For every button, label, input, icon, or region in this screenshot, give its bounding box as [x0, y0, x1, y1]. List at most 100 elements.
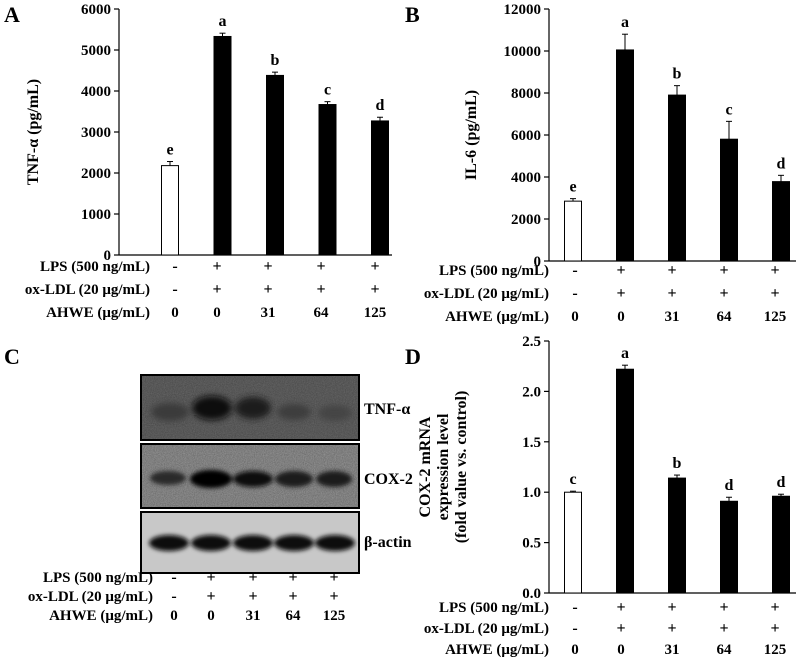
condition-value: +	[263, 281, 272, 298]
condition-value: +	[770, 262, 779, 279]
y-tick-label: 1.5	[522, 435, 541, 451]
condition-value: 0	[571, 309, 579, 325]
blot-band	[150, 471, 186, 485]
condition-value: 64	[717, 309, 733, 325]
condition-value: -	[171, 588, 176, 605]
blot-band	[191, 535, 231, 551]
panel-letter-c: C	[4, 344, 20, 369]
y-axis-label-line: (fold value vs. control)	[453, 391, 470, 544]
significance-letter: c	[324, 82, 331, 99]
condition-value: 0	[617, 309, 625, 325]
condition-value: 0	[617, 642, 625, 658]
condition-value: 0	[571, 642, 579, 658]
significance-letter: c	[569, 471, 576, 488]
blot-label-tnf-alpha: TNF-α	[364, 401, 410, 418]
condition-value: +	[770, 285, 779, 302]
condition-value: +	[316, 258, 325, 275]
condition-value: +	[370, 281, 379, 298]
blot-band	[233, 471, 273, 487]
y-tick-label: 6000	[511, 128, 541, 144]
bar	[318, 104, 337, 256]
condition-value: +	[206, 588, 215, 605]
condition-value: 31	[665, 309, 680, 325]
bar	[616, 49, 634, 262]
condition-value: 125	[764, 309, 787, 325]
significance-letter: a	[219, 13, 227, 30]
bar	[266, 74, 284, 256]
y-tick-label: 0	[104, 248, 112, 264]
blot-frame	[140, 443, 360, 509]
condition-value: +	[667, 285, 676, 302]
condition-value: +	[667, 620, 676, 637]
significance-letter: d	[376, 97, 385, 114]
condition-value: 0	[207, 608, 215, 624]
condition-value: +	[667, 262, 676, 279]
condition-row-label: LPS (500 ng/mL)	[40, 259, 150, 275]
bar	[720, 138, 738, 262]
condition-value: +	[616, 262, 625, 279]
condition-value: -	[572, 285, 577, 302]
chart-tnf-alpha: 0 1000 2000 3000 4000 5000 6000 TNF-α (pg/mL) e a…	[25, 2, 392, 264]
y-tick-label: 3000	[81, 125, 111, 141]
condition-value: 31	[665, 642, 680, 658]
condition-value: -	[172, 258, 177, 275]
significance-letter: d	[725, 477, 734, 494]
condition-value: +	[770, 599, 779, 616]
blot-band	[316, 471, 352, 487]
bar	[371, 120, 389, 256]
y-axis-label: COX-2 mRNAexpression level(fold value vs…	[417, 391, 470, 544]
blot-band	[235, 397, 271, 419]
condition-value: -	[172, 281, 177, 298]
bar	[668, 94, 686, 262]
significance-letter: d	[777, 155, 786, 172]
condition-value: 0	[171, 305, 179, 321]
significance-letter: b	[673, 455, 682, 472]
condition-value: +	[248, 588, 257, 605]
y-tick-label: 2.0	[522, 384, 541, 400]
condition-value: +	[719, 262, 728, 279]
condition-value: +	[206, 569, 215, 586]
bar	[616, 368, 634, 594]
condition-value: 0	[213, 305, 221, 321]
bar	[564, 491, 582, 594]
y-tick-label: 10000	[504, 44, 542, 60]
condition-value: 31	[246, 608, 261, 624]
significance-letter: a	[621, 345, 629, 362]
condition-value: +	[667, 599, 676, 616]
blot-band	[151, 403, 189, 421]
chart-il6: 0 2000 4000 6000 8000 10000 12000 IL-6 (pg/mL) e…	[463, 2, 796, 270]
condition-value: +	[719, 599, 728, 616]
condition-row-label: ox-LDL (20 μg/mL)	[424, 621, 549, 637]
bar	[720, 500, 738, 594]
bar	[772, 495, 790, 594]
blot-label-beta-actin: β-actin	[364, 534, 412, 551]
y-tick-label: 6000	[81, 2, 111, 18]
bar	[772, 181, 790, 262]
condition-value: +	[719, 285, 728, 302]
condition-value: 64	[286, 608, 302, 624]
y-tick-label: 4000	[81, 84, 111, 100]
significance-letter: a	[621, 14, 629, 31]
blot-strip-beta-actin	[140, 511, 360, 574]
y-tick-label: 1.0	[522, 485, 541, 501]
blot-band	[275, 471, 313, 487]
condition-value: +	[248, 569, 257, 586]
condition-value: -	[572, 262, 577, 279]
condition-value: -	[171, 569, 176, 586]
condition-row-label: LPS (500 ng/mL)	[439, 600, 549, 616]
condition-row-label: AHWE (μg/mL)	[49, 608, 153, 624]
significance-letter: e	[569, 179, 576, 196]
condition-value: +	[263, 258, 272, 275]
condition-value: +	[212, 281, 221, 298]
blot-strip-cox2	[140, 443, 360, 509]
condition-table-c: LPS (500 ng/mL) - + + + + ox-LDL (20 μg/mL) - + +…	[28, 569, 345, 624]
blot-frame	[140, 374, 360, 441]
significance-letter: b	[673, 66, 682, 83]
blot-label-cox2: COX-2	[364, 471, 413, 488]
condition-value: 64	[314, 305, 330, 321]
y-tick-label: 8000	[511, 86, 541, 102]
condition-value: 0	[170, 608, 178, 624]
y-tick-label: 0	[534, 254, 542, 270]
condition-value: -	[572, 620, 577, 637]
